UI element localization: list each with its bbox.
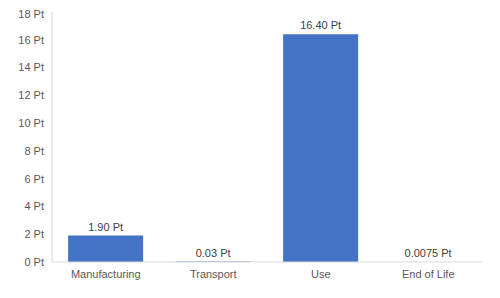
- svg-text:1.90 Pt: 1.90 Pt: [88, 221, 123, 233]
- svg-text:16 Pt: 16 Pt: [18, 34, 44, 46]
- svg-text:10 Pt: 10 Pt: [18, 117, 44, 129]
- svg-text:0 Pt: 0 Pt: [24, 256, 44, 268]
- svg-text:4 Pt: 4 Pt: [24, 200, 44, 212]
- svg-text:12 Pt: 12 Pt: [18, 89, 44, 101]
- svg-text:18 Pt: 18 Pt: [18, 8, 44, 20]
- svg-text:6 Pt: 6 Pt: [24, 173, 44, 185]
- svg-text:0.0075 Pt: 0.0075 Pt: [405, 247, 452, 259]
- svg-text:14 Pt: 14 Pt: [18, 61, 44, 73]
- svg-text:0.03 Pt: 0.03 Pt: [196, 247, 231, 259]
- svg-text:8 Pt: 8 Pt: [24, 145, 44, 157]
- svg-text:Transport: Transport: [190, 268, 237, 280]
- svg-text:2 Pt: 2 Pt: [24, 228, 44, 240]
- svg-text:End of Life: End of Life: [402, 268, 455, 280]
- svg-text:16.40 Pt: 16.40 Pt: [300, 19, 341, 31]
- svg-text:Use: Use: [311, 268, 331, 280]
- svg-text:Manufacturing: Manufacturing: [71, 268, 141, 280]
